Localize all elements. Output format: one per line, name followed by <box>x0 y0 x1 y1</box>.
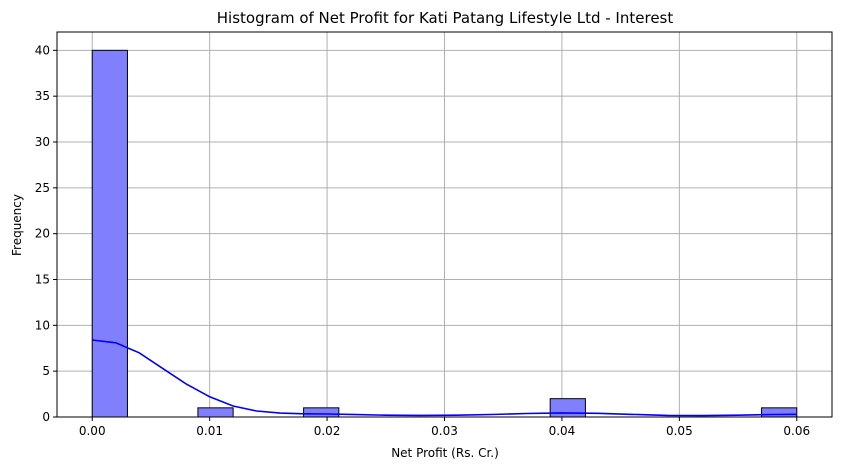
x-tick-label: 0.02 <box>314 424 341 438</box>
x-tick-label: 0.05 <box>666 424 693 438</box>
x-tick-label: 0.00 <box>79 424 106 438</box>
y-tick-label: 0 <box>42 410 50 424</box>
x-tick-label: 0.03 <box>431 424 458 438</box>
y-tick-label: 20 <box>35 227 50 241</box>
y-axis-ticks: 0 5 10 15 20 25 30 35 40 <box>35 43 57 424</box>
histogram-bar <box>198 408 233 417</box>
x-tick-label: 0.04 <box>549 424 576 438</box>
y-tick-label: 25 <box>35 181 50 195</box>
x-tick-label: 0.01 <box>196 424 223 438</box>
histogram-bar <box>550 399 585 417</box>
y-tick-label: 15 <box>35 273 50 287</box>
y-tick-label: 30 <box>35 135 50 149</box>
chart-title: Histogram of Net Profit for Kati Patang … <box>217 9 674 27</box>
x-axis-label: Net Profit (Rs. Cr.) <box>391 446 499 460</box>
histogram-bar <box>304 408 339 417</box>
histogram-bar <box>762 408 797 417</box>
histogram-bar <box>92 50 127 417</box>
x-axis-ticks: 0.00 0.01 0.02 0.03 0.04 0.05 0.06 <box>79 417 810 438</box>
y-tick-label: 35 <box>35 89 50 103</box>
grid-lines <box>57 32 832 417</box>
y-tick-label: 40 <box>35 43 50 57</box>
y-tick-label: 5 <box>42 364 50 378</box>
y-tick-label: 10 <box>35 318 50 332</box>
x-tick-label: 0.06 <box>783 424 810 438</box>
y-axis-label: Frequency <box>10 194 24 256</box>
